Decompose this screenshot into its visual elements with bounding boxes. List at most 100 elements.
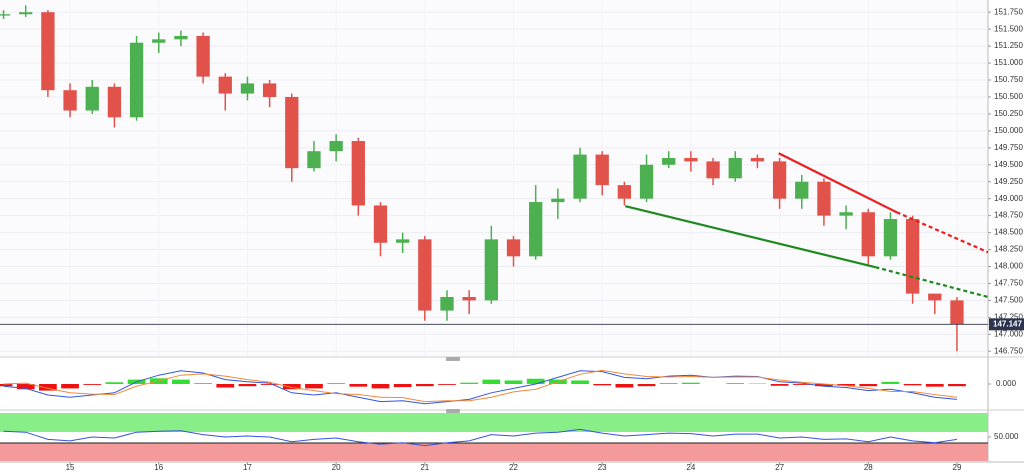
histogram-bar <box>327 383 346 384</box>
x-tick-label: 27 <box>775 463 784 472</box>
panel-grip[interactable] <box>446 357 460 361</box>
histogram-bar <box>482 379 501 384</box>
x-tick-label: 24 <box>686 463 695 472</box>
histogram-bar <box>504 380 523 384</box>
x-tick-label: 16 <box>154 463 163 472</box>
histogram-bar <box>216 384 235 388</box>
candle-body <box>506 239 521 257</box>
candle-body <box>85 86 99 111</box>
trendline <box>875 266 989 299</box>
trendline <box>778 152 898 214</box>
histogram-bar <box>371 384 390 389</box>
histogram-bar <box>792 384 811 385</box>
y-tick-label: 147.500 <box>994 296 1023 305</box>
x-tick-label: 21 <box>420 463 429 472</box>
y-tick-label: 150.750 <box>994 75 1023 84</box>
y-tick-label: 151.750 <box>994 7 1023 16</box>
y-tick-label: 149.500 <box>994 160 1023 169</box>
candle-body <box>795 181 809 199</box>
panel-grip[interactable] <box>446 409 460 413</box>
histogram-bar <box>238 384 257 387</box>
histogram-bar <box>105 382 124 384</box>
candle-body <box>418 239 432 311</box>
candle-body <box>196 35 210 77</box>
histogram-bar <box>925 384 944 387</box>
candle-body <box>395 239 410 243</box>
histogram-bar <box>415 384 434 387</box>
histogram-bar <box>172 379 190 384</box>
candle-body <box>307 151 321 169</box>
candle-body <box>817 181 831 216</box>
histogram-bar <box>438 384 456 385</box>
price-panel <box>0 0 988 356</box>
x-tick-label: 22 <box>509 463 518 472</box>
histogram-bar <box>349 384 368 387</box>
candle-body <box>240 83 255 94</box>
histogram-bar <box>194 383 212 384</box>
overbought-zone <box>0 413 988 432</box>
histogram-bar <box>637 384 656 387</box>
histogram-bar <box>615 384 634 388</box>
histogram-bar <box>61 384 79 389</box>
histogram-bar <box>659 383 678 384</box>
y-tick-label: 150.000 <box>994 126 1023 135</box>
candle-body <box>107 86 122 118</box>
y-tick-label: 150.500 <box>994 92 1023 101</box>
x-tick-label: 17 <box>243 463 252 472</box>
indicator-line <box>3 369 958 403</box>
candle-body <box>883 219 898 257</box>
histogram-bar <box>903 384 922 386</box>
candle-body <box>174 35 188 40</box>
y-tick-label: 147.250 <box>994 312 1023 321</box>
candle-body <box>440 297 454 311</box>
y-tick-label: 149.750 <box>994 143 1023 152</box>
oversold-zone <box>0 443 988 461</box>
histogram-bar <box>393 384 412 388</box>
y-tick-label: 149.250 <box>994 177 1023 186</box>
histogram-bar <box>0 384 13 387</box>
y-tick-label: 148.750 <box>994 211 1023 220</box>
candle-body <box>928 293 942 301</box>
candle-body <box>551 198 565 203</box>
x-tick-label: 20 <box>332 463 341 472</box>
y-tick-label: 148.500 <box>994 228 1023 237</box>
candle-body <box>19 12 33 15</box>
candle-body <box>329 141 343 152</box>
histogram-bar <box>837 384 855 386</box>
candle-body <box>0 14 11 16</box>
rsi-line <box>3 428 958 447</box>
histogram-bar <box>571 380 589 384</box>
candle-body <box>529 202 543 257</box>
trendline <box>896 211 989 254</box>
candle-body <box>285 96 299 169</box>
y-tick-label: 146.750 <box>994 346 1023 355</box>
x-tick-label: 28 <box>864 463 873 472</box>
candle-body <box>706 161 720 179</box>
candle-body <box>595 154 609 186</box>
candle-body <box>684 157 698 162</box>
candle-body <box>41 12 55 91</box>
y-tick-label: 151.500 <box>994 24 1023 33</box>
histogram-bar <box>948 384 966 387</box>
candle-body <box>617 185 632 199</box>
indicator-line <box>3 370 958 405</box>
histogram-bar <box>460 382 479 384</box>
candle-body <box>905 219 920 294</box>
candle-body <box>484 239 498 301</box>
histogram-bar <box>815 384 833 387</box>
candle-body <box>63 90 77 111</box>
candle-body <box>839 212 853 216</box>
candle-body <box>373 205 388 243</box>
candle-body <box>861 212 875 257</box>
y-tick-label: 147.000 <box>994 329 1023 338</box>
candle-body <box>218 76 232 94</box>
histogram-bar <box>39 384 57 391</box>
y-tick-label: 151.000 <box>994 58 1023 67</box>
histogram-bar <box>83 384 102 385</box>
y-tick-label: 150.250 <box>994 109 1023 118</box>
histogram-bar <box>526 378 545 384</box>
y-tick-label: 50.000 <box>994 432 1019 441</box>
histogram-bar <box>593 384 612 386</box>
trendline <box>624 205 876 269</box>
histogram-bar <box>682 382 700 384</box>
